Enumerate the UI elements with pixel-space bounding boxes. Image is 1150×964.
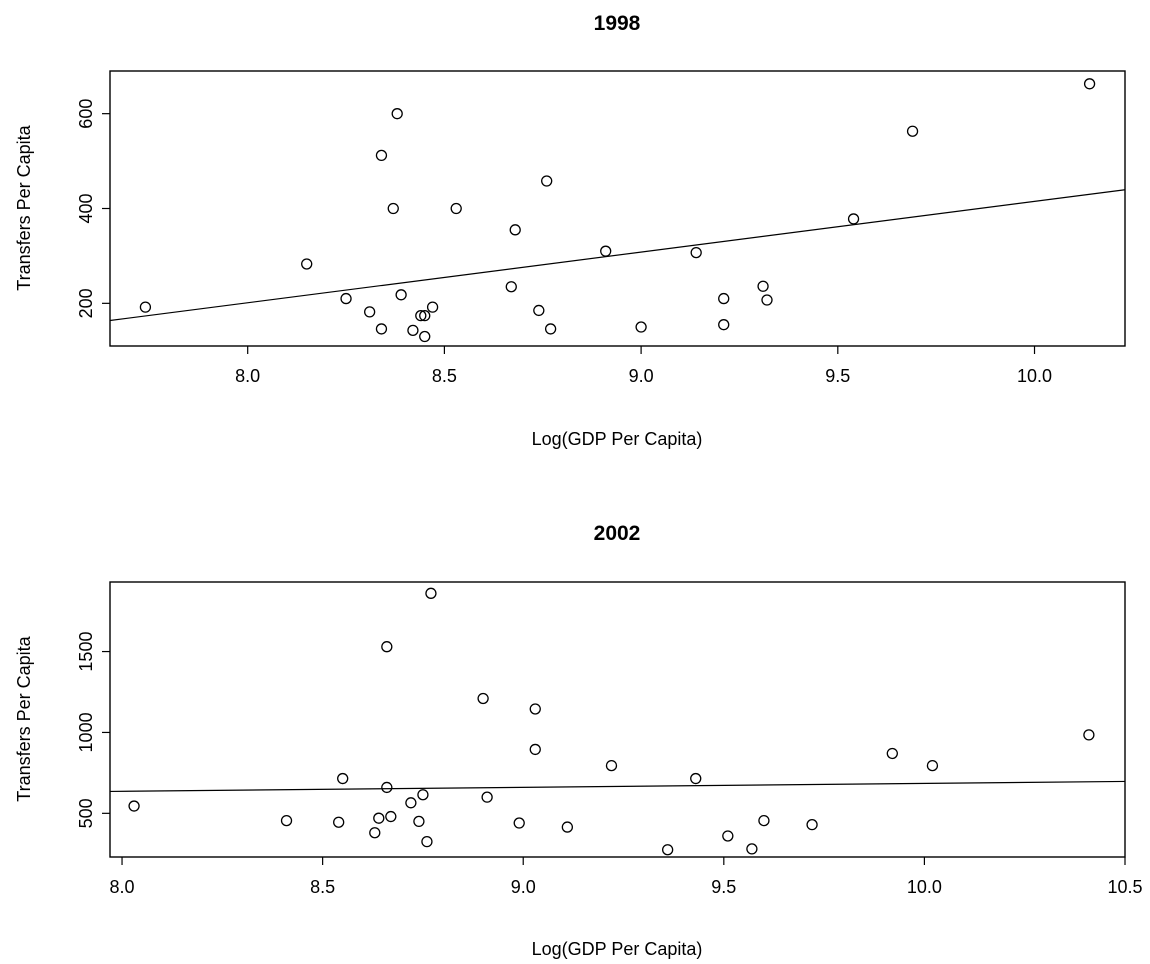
y-tick-label: 1000 <box>76 712 96 752</box>
panel-2002: 2002 8.0 8.5 9.0 9.5 10.0 10.5 500 1000 1500 Lo… <box>14 522 1143 959</box>
data-point <box>381 781 393 794</box>
data-point <box>513 817 525 829</box>
data-point <box>450 202 462 215</box>
data-point <box>340 292 352 305</box>
plot-frame <box>109 70 1126 347</box>
data-point <box>385 810 397 823</box>
data-point <box>413 815 425 828</box>
data-point <box>415 310 427 322</box>
data-point <box>906 125 919 137</box>
data-point <box>139 301 152 313</box>
data-point <box>477 692 489 705</box>
x-tick-label: 8.5 <box>310 877 335 897</box>
data-point <box>529 743 541 756</box>
data-point <box>337 772 349 785</box>
data-point <box>690 772 702 785</box>
y-axis: 200 400 600 <box>76 99 110 318</box>
data-point <box>758 814 770 827</box>
x-tick-label: 9.5 <box>825 366 850 386</box>
data-point <box>886 747 898 760</box>
data-point <box>128 800 140 812</box>
x-axis: 8.0 8.5 9.0 9.5 10.0 <box>235 346 1052 386</box>
x-tick-label: 10.0 <box>907 877 942 897</box>
data-point <box>722 830 734 842</box>
panel-1998: 1998 8.0 8.5 9.0 9.5 10.0 200 400 600 Log(GDP … <box>14 12 1126 449</box>
regression-line-group <box>109 189 1126 322</box>
data-point <box>387 202 399 215</box>
data-point <box>806 818 818 831</box>
y-tick-label: 200 <box>76 288 96 318</box>
data-point <box>761 294 773 306</box>
data-point <box>391 108 403 120</box>
data-point <box>661 844 674 856</box>
x-axis-label: Log(GDP Per Capita) <box>532 429 703 449</box>
data-point <box>381 641 393 653</box>
x-tick-label: 8.0 <box>235 366 260 386</box>
plot-frame <box>109 581 1126 858</box>
data-point <box>561 821 574 833</box>
data-point <box>718 319 730 331</box>
data-point <box>544 323 557 335</box>
data-point <box>481 791 493 803</box>
data-point <box>1083 78 1096 90</box>
data-point <box>541 175 553 187</box>
data-point <box>375 149 388 162</box>
x-tick-label: 9.5 <box>711 877 736 897</box>
data-point <box>369 827 381 839</box>
data-point <box>333 816 345 828</box>
x-tick-label: 9.0 <box>629 366 654 386</box>
y-tick-label: 500 <box>76 798 96 828</box>
data-point <box>718 292 730 305</box>
y-tick-label: 1500 <box>76 632 96 672</box>
y-tick-label: 400 <box>76 193 96 223</box>
data-point <box>533 304 545 317</box>
data-point <box>847 213 860 225</box>
x-axis: 8.0 8.5 9.0 9.5 10.0 10.5 <box>110 857 1143 897</box>
y-axis-label: Transfers Per Capita <box>14 635 34 801</box>
x-tick-label: 8.5 <box>432 366 457 386</box>
data-point <box>407 324 419 337</box>
x-tick-label: 10.5 <box>1107 877 1142 897</box>
data-points <box>128 587 1095 856</box>
data-point <box>529 703 541 715</box>
data-point <box>301 258 313 270</box>
data-point <box>1083 729 1095 741</box>
data-point <box>364 306 376 318</box>
x-tick-label: 8.0 <box>110 877 135 897</box>
y-tick-label: 600 <box>76 99 96 129</box>
data-point <box>505 281 517 293</box>
regression-line-group <box>109 780 1126 793</box>
regression-line <box>109 189 1126 322</box>
data-point <box>373 812 385 824</box>
y-axis: 500 1000 1500 <box>76 632 110 828</box>
data-point <box>426 301 439 313</box>
data-point <box>280 814 293 827</box>
data-point <box>419 330 431 343</box>
x-tick-label: 10.0 <box>1017 366 1052 386</box>
data-point <box>417 789 429 801</box>
data-point <box>926 759 939 772</box>
data-point <box>605 759 618 772</box>
x-tick-label: 9.0 <box>511 877 536 897</box>
x-axis-label: Log(GDP Per Capita) <box>532 939 703 959</box>
data-point <box>757 280 769 292</box>
data-point <box>635 321 647 333</box>
data-point <box>600 245 612 257</box>
chart-title: 1998 <box>594 12 641 35</box>
data-point <box>509 224 521 236</box>
chart-title: 2002 <box>594 522 641 545</box>
regression-line <box>109 780 1126 793</box>
data-point <box>405 797 417 809</box>
y-axis-label: Transfers Per Capita <box>14 124 34 290</box>
data-point <box>421 835 433 848</box>
data-point <box>746 843 758 855</box>
data-point <box>425 587 437 599</box>
data-point <box>375 323 388 335</box>
data-point <box>690 246 702 259</box>
data-point <box>419 310 431 322</box>
data-points <box>139 78 1096 343</box>
data-point <box>395 289 407 301</box>
